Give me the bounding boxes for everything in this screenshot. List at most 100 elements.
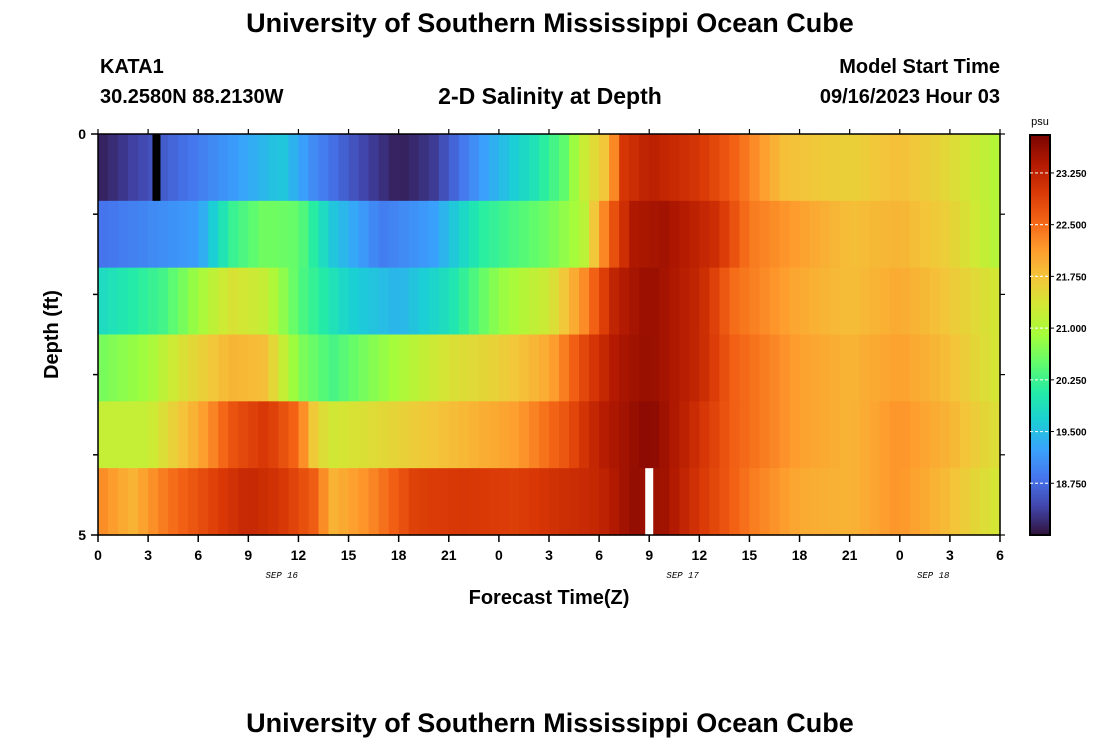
x-tick-label: 3 [545, 547, 553, 563]
heatmap-cell [729, 134, 741, 202]
heatmap-cell [138, 200, 149, 269]
heatmap-cell [639, 468, 650, 536]
x-axis: 0 3 6 9 12 15 18 21 0 3 6 9 12 15 18 21 0 3 6 SEP 16 SEP 17 S… [94, 129, 1004, 581]
heatmap-cell [799, 401, 811, 469]
heatmap-cell [609, 334, 620, 402]
x-tick-label: 21 [441, 547, 457, 563]
heatmap-cell [238, 334, 249, 402]
heatmap-cell [528, 468, 540, 536]
heatmap-cell [719, 468, 730, 536]
heatmap-cell [428, 267, 440, 336]
heatmap-cell [288, 200, 300, 269]
colorbar-unit: psu [1031, 116, 1049, 128]
heatmap-cell [498, 134, 510, 202]
heatmap-cell [779, 200, 791, 269]
heatmap-cell [448, 200, 460, 269]
heatmap-cell [378, 468, 390, 536]
heatmap-cell [98, 468, 109, 536]
heatmap-cell [228, 468, 239, 536]
heatmap-cell [759, 200, 771, 269]
heatmap-cell [749, 401, 761, 469]
heatmap-cell [679, 134, 690, 202]
heatmap-cell [669, 200, 680, 269]
gap-marker [645, 468, 654, 535]
heatmap-cell [138, 267, 149, 336]
heatmap-cell [899, 468, 911, 536]
x-tick-label: 6 [194, 547, 202, 563]
heatmap-cell [699, 267, 710, 336]
heatmap-cell [208, 267, 219, 336]
heatmap-cell [589, 401, 600, 469]
heatmap-cell [248, 134, 259, 202]
colorbar-tick-label: 20.250 [1056, 376, 1087, 387]
y-tick-label: 5 [78, 527, 86, 543]
heatmap-cell [108, 200, 119, 269]
heatmap-cell [739, 468, 751, 536]
heatmap-cell [839, 200, 851, 269]
heatmap-cell [318, 200, 330, 269]
x-date-label: SEP 18 [917, 571, 950, 581]
heatmap-cell [889, 401, 901, 469]
heatmap-cell [959, 267, 971, 336]
heatmap-cell [538, 200, 550, 269]
heatmap-cell [98, 267, 109, 336]
heatmap-cell [959, 401, 971, 469]
heatmap-cell [448, 267, 460, 336]
heatmap-cell [979, 267, 991, 336]
heatmap-cell [719, 267, 730, 336]
heatmap-cell [108, 134, 119, 202]
heatmap-cell [759, 468, 771, 536]
heatmap-cell [769, 267, 781, 336]
heatmap-cell [879, 267, 891, 336]
heatmap-cell [869, 334, 881, 402]
heatmap-cell [218, 267, 229, 336]
heatmap-cell [518, 200, 530, 269]
heatmap-cell [929, 267, 941, 336]
heatmap-cell [268, 401, 279, 469]
heatmap-cell [178, 401, 189, 469]
heatmap-cell [238, 134, 249, 202]
heatmap-cell [629, 134, 640, 202]
heatmap-cell [478, 401, 490, 469]
heatmap-cell [158, 401, 169, 469]
heatmap-cell [188, 267, 199, 336]
heatmap-cell [418, 267, 430, 336]
heatmap-cell [238, 401, 249, 469]
heatmap-cell [589, 134, 600, 202]
heatmap-cell [609, 267, 620, 336]
heatmap-cell [348, 200, 360, 269]
heatmap-cell [138, 468, 149, 536]
heatmap-cell [899, 200, 911, 269]
heatmap-cell [619, 468, 630, 536]
heatmap-cell [488, 334, 500, 402]
heatmap-cell [769, 334, 781, 402]
heatmap-cell [589, 334, 600, 402]
heatmap-cell [919, 468, 931, 536]
colorbar-tick-label: 22.500 [1056, 221, 1087, 232]
heatmap-cell [368, 334, 380, 402]
salinity-chart: 0 3 6 9 12 15 18 21 0 3 6 9 12 15 18 21 0 3 6 SEP 16 SEP 17 S… [41, 116, 1087, 609]
heatmap-cell [849, 334, 861, 402]
heatmap-cell [458, 401, 470, 469]
heatmap-cell [498, 200, 510, 269]
heatmap-cell [989, 468, 1001, 536]
heatmap-cell [969, 401, 981, 469]
heatmap-cell [408, 401, 420, 469]
heatmap-cell [408, 334, 420, 402]
heatmap-cell [659, 134, 670, 202]
heatmap-cell [709, 334, 720, 402]
heatmap-cell [609, 468, 620, 536]
heatmap-cell [619, 334, 630, 402]
heatmap-cell [168, 468, 179, 536]
heatmap-cell [569, 134, 580, 202]
heatmap-cell [639, 401, 650, 469]
heatmap-cell [418, 134, 430, 202]
heatmap-cell [208, 134, 219, 202]
x-date-label: SEP 17 [666, 571, 699, 581]
heatmap-cell [619, 401, 630, 469]
heatmap-cell [98, 334, 109, 402]
heatmap-cell [268, 200, 279, 269]
heatmap-cell [859, 468, 871, 536]
heatmap-cell [559, 200, 570, 269]
heatmap-cell [518, 334, 530, 402]
